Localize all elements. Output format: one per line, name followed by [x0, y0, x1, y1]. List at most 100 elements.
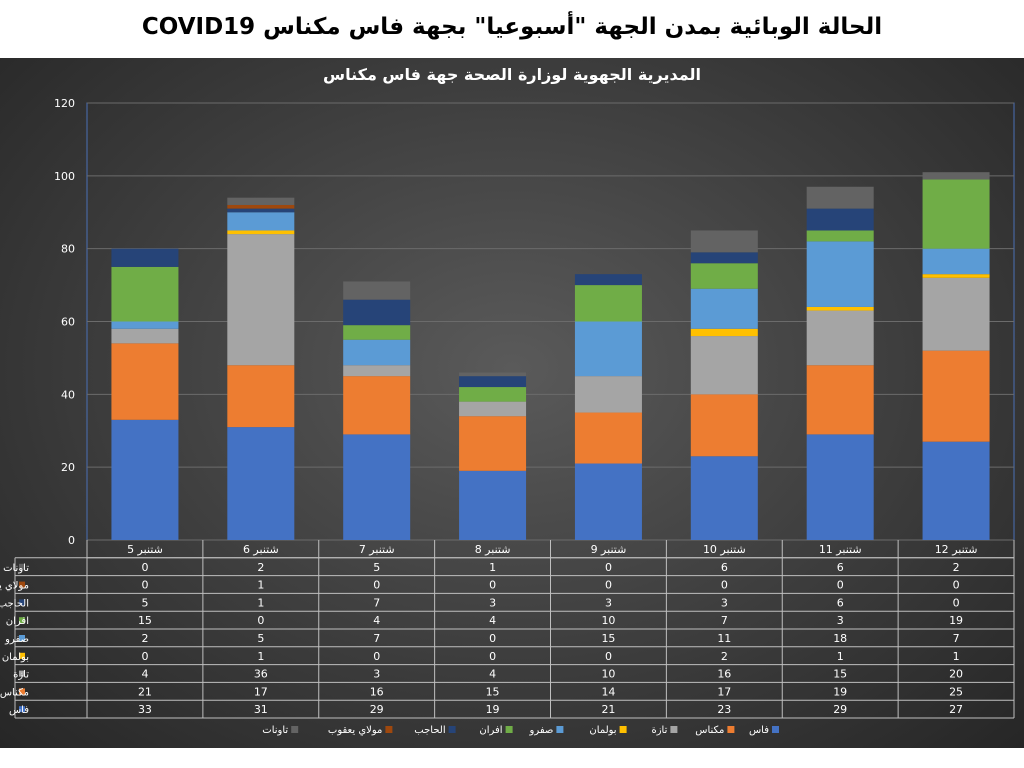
data-label: 16 [717, 668, 731, 681]
bar-segment [111, 419, 179, 540]
legend-key [448, 726, 456, 733]
data-label: 15 [601, 632, 615, 645]
data-label: 5 [373, 561, 380, 574]
bar-segment [111, 248, 179, 267]
bar-segment [459, 401, 527, 417]
y-tick-label: 20 [61, 461, 75, 474]
data-label: 0 [373, 579, 380, 592]
table-series-name: افران [6, 616, 29, 627]
bar-segment [690, 230, 758, 253]
bar-segment [922, 248, 990, 275]
data-label: 17 [254, 685, 268, 698]
bar-segment [227, 365, 295, 428]
data-label: 7 [953, 632, 960, 645]
data-label: 23 [717, 703, 731, 716]
data-label: 33 [138, 703, 152, 716]
data-label: 0 [721, 579, 728, 592]
data-label: 0 [605, 650, 612, 663]
data-label: 2 [257, 561, 264, 574]
x-tick-label: 12 شتنبر [935, 543, 978, 556]
data-label: 0 [489, 650, 496, 663]
table-legend-key [19, 670, 25, 677]
data-label: 7 [373, 596, 380, 609]
data-label: 2 [953, 561, 960, 574]
bar-segment [459, 470, 527, 540]
x-tick-label: شتنبر 10 [703, 543, 746, 556]
table-series-name: مكناس [0, 687, 29, 698]
bar-segment [227, 234, 295, 366]
data-label: 4 [141, 668, 148, 681]
data-label: 1 [489, 561, 496, 574]
bar-segment [574, 285, 642, 322]
data-label: 27 [949, 703, 963, 716]
grid-lines [86, 102, 1015, 541]
bar-segment [111, 343, 179, 420]
bar-segment [690, 456, 758, 540]
data-label: 0 [373, 650, 380, 663]
legend-label: بولمان [589, 725, 616, 736]
table-series-name: مولاي يعقوب [0, 581, 29, 592]
data-label: 21 [138, 685, 152, 698]
table-series-name: فاس [9, 705, 29, 716]
data-label: 19 [486, 703, 500, 716]
table-legend-key [19, 581, 25, 588]
bar-segment [459, 376, 527, 388]
y-tick-label: 0 [68, 534, 75, 547]
data-label: 14 [601, 685, 615, 698]
chart-title: المديرية الجهوية لوزارة الصحة جهة فاس مك… [323, 65, 701, 84]
bar-segment [343, 339, 411, 366]
bar-segment [227, 427, 295, 540]
data-label: 2 [721, 650, 728, 663]
data-label: 15 [138, 614, 152, 627]
bar-segment [111, 321, 179, 329]
bar-segment [806, 365, 874, 435]
bottom-strip [0, 748, 1024, 768]
page-title: الحالة الوبائية بمدن الجهة "أسبوعيا" بجه… [141, 14, 883, 40]
bar-segment [459, 372, 527, 377]
table-series-name: تازة [13, 670, 29, 681]
y-axis: 0 20 40 60 80 100 120 [54, 97, 75, 547]
y-tick-label: 120 [54, 97, 75, 110]
data-label: 5 [141, 596, 148, 609]
data-label: 15 [486, 685, 500, 698]
data-table: شتنبر 5 شتنبر 6 شتنبر 7 شتنبر 8 شتنبر 9 شتنبر… [0, 540, 1015, 719]
data-label: 5 [257, 632, 264, 645]
bar-segment [343, 434, 411, 540]
bars [111, 172, 990, 540]
data-label: 19 [949, 614, 963, 627]
data-label: 6 [721, 561, 728, 574]
data-label: 1 [837, 650, 844, 663]
stacked-bar-chart: المديرية الجهوية لوزارة الصحة جهة فاس مك… [0, 65, 1015, 736]
table-legend-key [19, 599, 25, 606]
x-tick-label: شتنبر 7 [359, 543, 395, 556]
y-tick-label: 60 [61, 316, 75, 329]
bar-segment [922, 179, 990, 249]
table-series-name: الحاجب [0, 598, 29, 609]
legend-label: مولاي يعقوب [328, 725, 382, 736]
x-tick-label: شتنبر 9 [591, 543, 627, 556]
bar-segment [806, 306, 874, 311]
bar-segment [574, 274, 642, 286]
bar-segment [690, 336, 758, 395]
data-label: 0 [953, 579, 960, 592]
bar-segment [922, 441, 990, 540]
bar-segment [343, 325, 411, 340]
bar-segment [922, 172, 990, 180]
data-label: 19 [833, 685, 847, 698]
legend-label: افران [479, 725, 502, 736]
table-legend-key [19, 688, 25, 695]
data-label: 10 [601, 668, 615, 681]
data-label: 2 [141, 632, 148, 645]
bar-segment [806, 310, 874, 366]
data-label: 0 [605, 561, 612, 574]
data-label: 20 [949, 668, 963, 681]
data-label: 0 [605, 579, 612, 592]
table-series-name: تاونات [3, 563, 29, 574]
data-label: 3 [837, 614, 844, 627]
bar-segment [922, 274, 990, 278]
bar-segment [806, 186, 874, 209]
legend-key [619, 726, 627, 733]
data-label: 3 [605, 596, 612, 609]
bar-segment [343, 365, 411, 377]
bar-segment [690, 252, 758, 264]
